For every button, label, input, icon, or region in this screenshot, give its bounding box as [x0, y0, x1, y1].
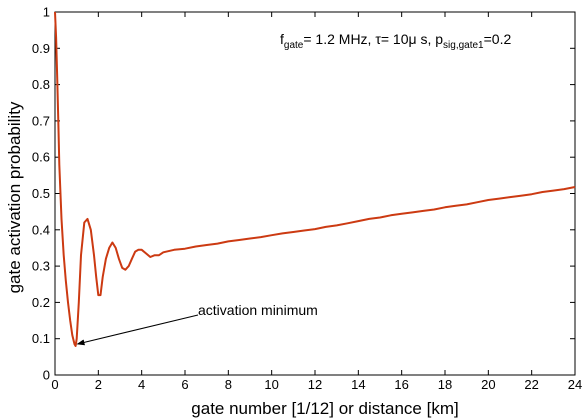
- y-tick-label: 0.9: [32, 41, 50, 56]
- annotation-label: activation minimum: [198, 302, 318, 318]
- x-tick-label: 18: [438, 377, 452, 392]
- y-tick-label: 1: [43, 5, 50, 20]
- y-tick-label: 0.7: [32, 113, 50, 128]
- x-tick-label: 12: [308, 377, 322, 392]
- y-tick-label: 0.3: [32, 259, 50, 274]
- x-tick-label: 8: [225, 377, 232, 392]
- param-f-sub: gate: [284, 40, 304, 51]
- param-tau: τ= 10μ s, p: [375, 31, 443, 47]
- x-tick-label: 6: [181, 377, 188, 392]
- param-p-sub: sig,gate1: [443, 40, 484, 51]
- y-tick-label: 0.4: [32, 222, 50, 237]
- x-tick-label: 14: [351, 377, 365, 392]
- series-line: [54, 11, 576, 347]
- parameter-label: fgate= 1.2 MHz, τ= 10μ s, psig,gate1=0.2: [280, 31, 511, 51]
- plot-area-border: [54, 11, 576, 376]
- y-tick-label: 0.2: [32, 295, 50, 310]
- y-tick-label: 0.8: [32, 77, 50, 92]
- axis-ticks: 0 2 4 6 8 10 12 14 16 18 20 22 2400.10.20.30.40.50.6…: [32, 5, 582, 393]
- x-tick-label: 16: [394, 377, 408, 392]
- series-layer: [54, 11, 576, 347]
- y-tick-label: 0.6: [32, 150, 50, 165]
- annotation-layer: activation minimum: [76, 302, 318, 346]
- y-tick-label: 0: [43, 368, 50, 383]
- x-tick-label: 10: [264, 377, 278, 392]
- x-tick-label: 2: [95, 377, 102, 392]
- x-tick-label: 22: [524, 377, 538, 392]
- x-tick-label: 20: [481, 377, 495, 392]
- annotation-arrow: [76, 314, 199, 346]
- x-tick-label: 24: [568, 377, 582, 392]
- param-f: f: [280, 31, 284, 47]
- y-tick-label: 0.5: [32, 186, 50, 201]
- param-f-value: = 1.2 MHz,: [303, 31, 375, 47]
- x-axis-label: gate number [1/12] or distance [km]: [191, 399, 458, 418]
- x-tick-label: 0: [51, 377, 58, 392]
- x-tick-label: 4: [138, 377, 145, 392]
- param-p-value: =0.2: [484, 31, 512, 47]
- plot-frame: [54, 11, 576, 376]
- y-axis-label: gate activation probability: [5, 101, 24, 293]
- y-tick-label: 0.1: [32, 331, 50, 346]
